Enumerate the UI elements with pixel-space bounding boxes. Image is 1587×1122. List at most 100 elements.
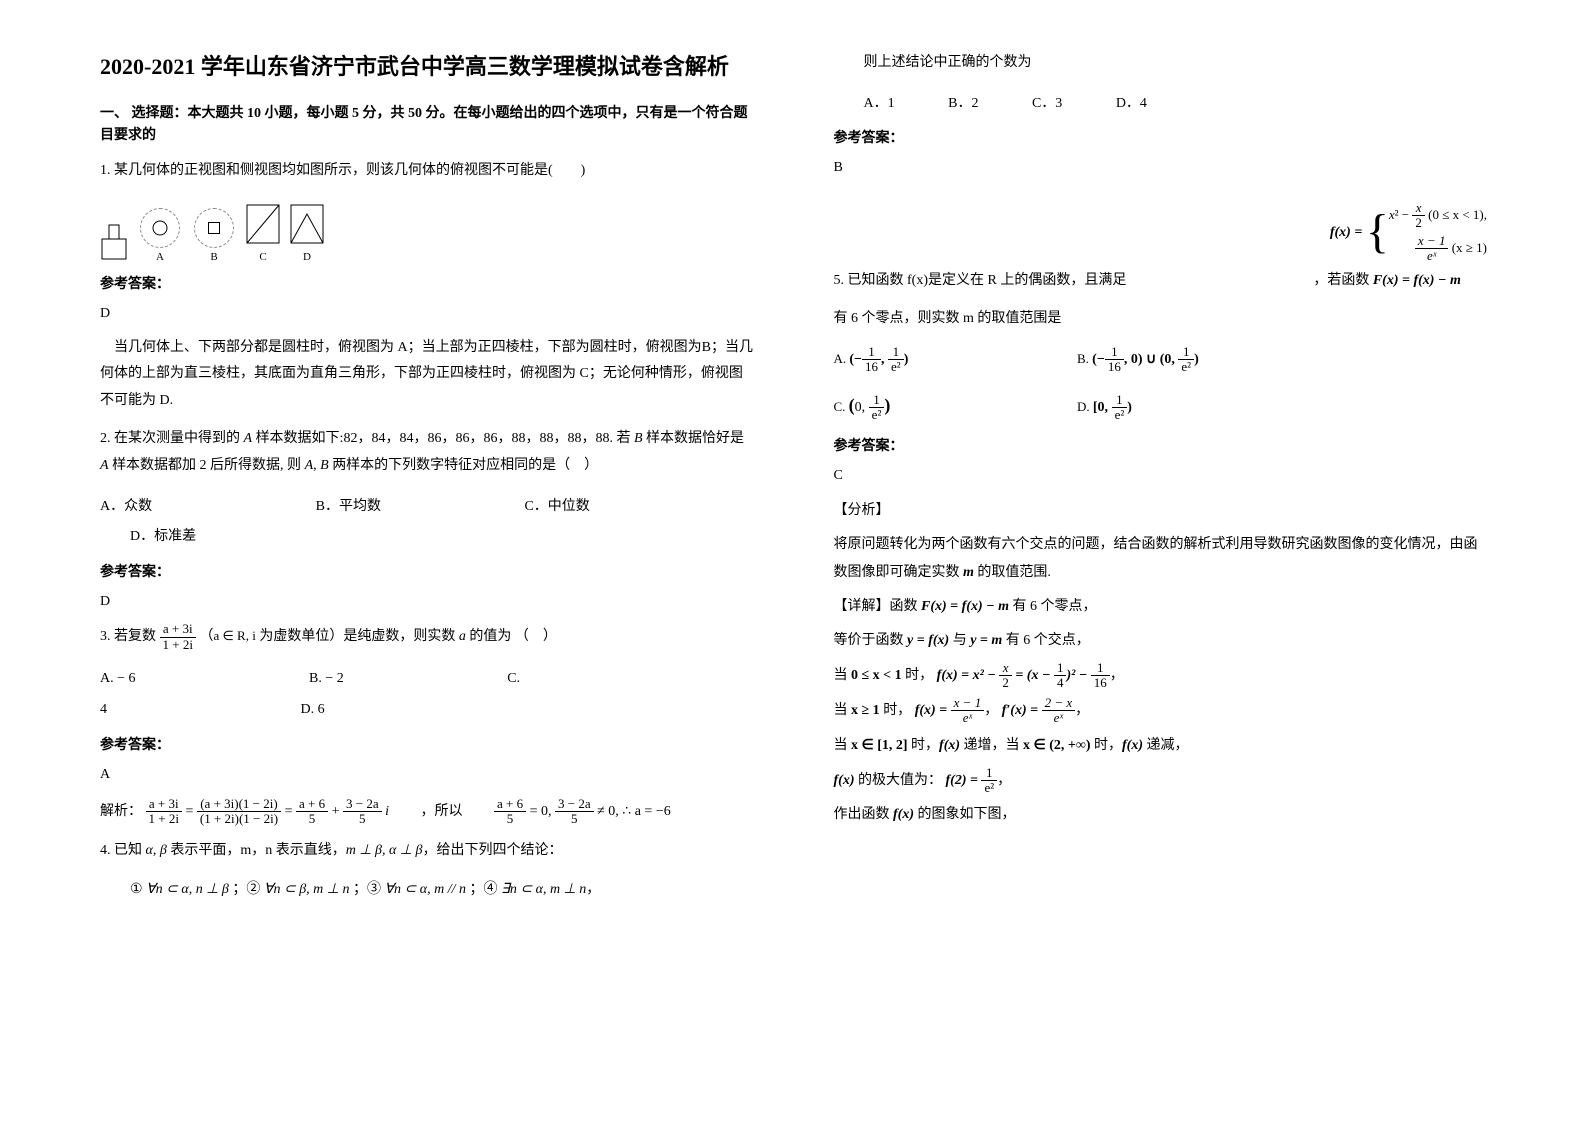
r1: 0 ≤ x < 1 (851, 668, 902, 683)
q5-answer: C (834, 463, 1488, 488)
oc-n: 1 (869, 393, 885, 408)
q3-exp-prefix: 解析： (100, 804, 142, 819)
q3-answer: A (100, 762, 754, 787)
q2-answer-label: 参考答案： (100, 561, 754, 581)
dt13: 递增，当 (960, 738, 1023, 753)
ob-d2: e² (1178, 360, 1194, 374)
oc-d: e² (869, 408, 885, 422)
q2-a1: A (244, 431, 253, 446)
q2-text: 2. 在某次测量中得到的 A 样本数据如下:82，84，84，86，86，86，… (100, 426, 754, 479)
r3: x ∈ [1, 2] (851, 738, 908, 753)
fxv4: f(x) (893, 807, 914, 822)
q3-cond2: a ∈ R, i (213, 628, 255, 643)
q2-a2: A (100, 458, 109, 473)
efx1d2: 4 (1054, 676, 1067, 690)
q2-p3: 样本数据恰好是 (643, 431, 745, 446)
q4-answer-label: 参考答案： (834, 127, 1488, 147)
q3-c-lbl: C. (507, 671, 520, 686)
q5-answer-label: 参考答案： (834, 435, 1488, 455)
ob-mid: , 0) ∪ (0, (1124, 352, 1179, 367)
q4-options: A．1 B．2 C．3 D．4 (834, 89, 1488, 120)
q4-c3p: ；③ (353, 882, 385, 897)
ob-open: (− (1092, 352, 1105, 367)
dt2: 等价于函数 (834, 633, 908, 648)
q4-opt-c: C．3 (1032, 89, 1062, 120)
q2-p2: 样本数据如下:82，84，84，86，86，86，88，88，88，88. 若 (252, 431, 634, 446)
q3-opt-cv: 4 (100, 695, 107, 726)
de1: F(x) = f(x) − m (921, 599, 1009, 614)
q3-exp-f2: (a + 3i)(1 − 2i)(1 + 2i)(1 − 2i) (197, 797, 281, 827)
q5-text: 5. 已知函数 f(x)是定义在 R 上的偶函数，且满足 ，若函数 F(x) =… (834, 268, 1488, 295)
q3-frac: a + 3i 1 + 2i (160, 622, 196, 652)
q3-text: 3. 若复数 a + 3i 1 + 2i （a ∈ R, i 为虚数单位）是纯虚… (100, 622, 754, 652)
q2-b1: B (634, 431, 643, 446)
q5-piecewise: { x² − x2 (0 ≤ x < 1), x − 1eˣ (x ≥ 1) (1366, 201, 1487, 264)
q3-var: a (459, 629, 466, 644)
q3-answer-label: 参考答案： (100, 734, 754, 754)
od-pre: D. (1077, 399, 1093, 414)
oa-d2: e² (888, 360, 904, 374)
q3-d-val: 6 (318, 702, 325, 717)
q5-detail-2: 等价于函数 y = f(x) 与 y = m 有 6 个交点， (834, 627, 1488, 655)
od-n: 1 (1112, 393, 1128, 408)
opt-c-shape (246, 204, 280, 244)
q4-opt-a: A．1 (864, 89, 895, 120)
dl: 【详解】函数 (834, 599, 922, 614)
q5-analysis: 将原问题转化为两个函数有六个交点的问题，结合函数的解析式利用导数研究函数图像的变… (834, 531, 1488, 587)
dt7: 当 (834, 703, 852, 718)
q3-b-lbl: B. (309, 671, 322, 686)
q5-prefix: 5. 已知函数 f(x)是定义在 R 上的偶函数，且满足 (834, 273, 1127, 288)
q3-prefix: 3. 若复数 (100, 629, 160, 644)
pw2-num: x − 1 (1418, 233, 1446, 248)
q5-an-t1: 将原问题转化为两个函数有六个交点的问题，结合函数的解析式利用导数研究函数图像的变… (834, 537, 1478, 580)
q4-c3: ∀n ⊂ α, m // n (384, 882, 466, 897)
q4-opt-d: D．4 (1116, 89, 1147, 120)
opt-b-label: B (192, 251, 236, 263)
q4-prefix: 4. 已知 (100, 843, 146, 858)
q5-an-t2: 的取值范围. (977, 565, 1051, 580)
left-column: 2020-2021 学年山东省济宁市武台中学高三数学理模拟试卷含解析 一、 选择… (0, 0, 794, 1122)
opt-a-shape (140, 208, 180, 248)
q5-mvar: m (963, 565, 974, 580)
oc-pre: C. (834, 399, 849, 414)
opt-c-label: C (246, 251, 280, 263)
emaxn: 1 (981, 766, 997, 781)
q2-opt-c: C．中位数 (524, 492, 589, 523)
q5-detail-3: 当 0 ≤ x < 1 时， f(x) = x² − x2 = (x − 14)… (834, 661, 1488, 691)
efx2: f(x) = (915, 703, 951, 718)
q5-options-row1: A. (−116, 1e²) B. (−116, 0) ∪ (0, 1e²) (834, 345, 1488, 376)
oa-mid: , (881, 352, 888, 367)
ob-pre: B. (1077, 351, 1092, 366)
fxv1: f(x) (939, 738, 960, 753)
dt15: 递减， (1143, 738, 1189, 753)
opt-d-shape (290, 204, 324, 244)
dt18: 的图象如下图， (914, 807, 1016, 822)
brace-icon: { (1366, 208, 1389, 256)
dt12: 时， (908, 738, 940, 753)
q2-opt-b: B．平均数 (316, 492, 381, 523)
q3-cond3: 为虚数单位）是纯虚数，则实数 (256, 629, 459, 644)
dt17: 作出函数 (834, 807, 894, 822)
front-view-icon (100, 223, 128, 263)
q5-detail-4: 当 x ≥ 1 时， f(x) = x − 1eˣ， f′(x) = 2 − x… (834, 696, 1488, 726)
q2-answer: D (100, 589, 754, 614)
q5-opt-d: D. [0, 1e²) (1077, 400, 1132, 415)
dt4: 有 6 个交点， (1002, 633, 1090, 648)
r2: x ≥ 1 (851, 703, 880, 718)
q3-cond1: （ (199, 629, 213, 644)
q2-opt-d: D．标准差 (100, 522, 196, 553)
ob-d1: 16 (1105, 360, 1124, 374)
q3-exp-f4: 3 − 2a5 (343, 797, 382, 827)
q3-b-val: − 2 (325, 671, 343, 686)
efx1n3: 1 (1091, 661, 1110, 676)
efpx: f′(x) = (1002, 703, 1042, 718)
efpxn: 2 − x (1045, 695, 1073, 710)
q1-answer: D (100, 301, 754, 326)
efx1m: = (x − (1012, 668, 1054, 683)
pw1-c: (0 ≤ x < 1), (1425, 206, 1487, 221)
right-column: 则上述结论中正确的个数为 A．1 B．2 C．3 D．4 参考答案： B f(x… (794, 0, 1587, 1122)
q2-p1: 2. 在某次测量中得到的 (100, 431, 244, 446)
ob-n2: 1 (1178, 345, 1194, 360)
q4-c5: ， (586, 882, 600, 897)
oa-n1: 1 (862, 345, 881, 360)
